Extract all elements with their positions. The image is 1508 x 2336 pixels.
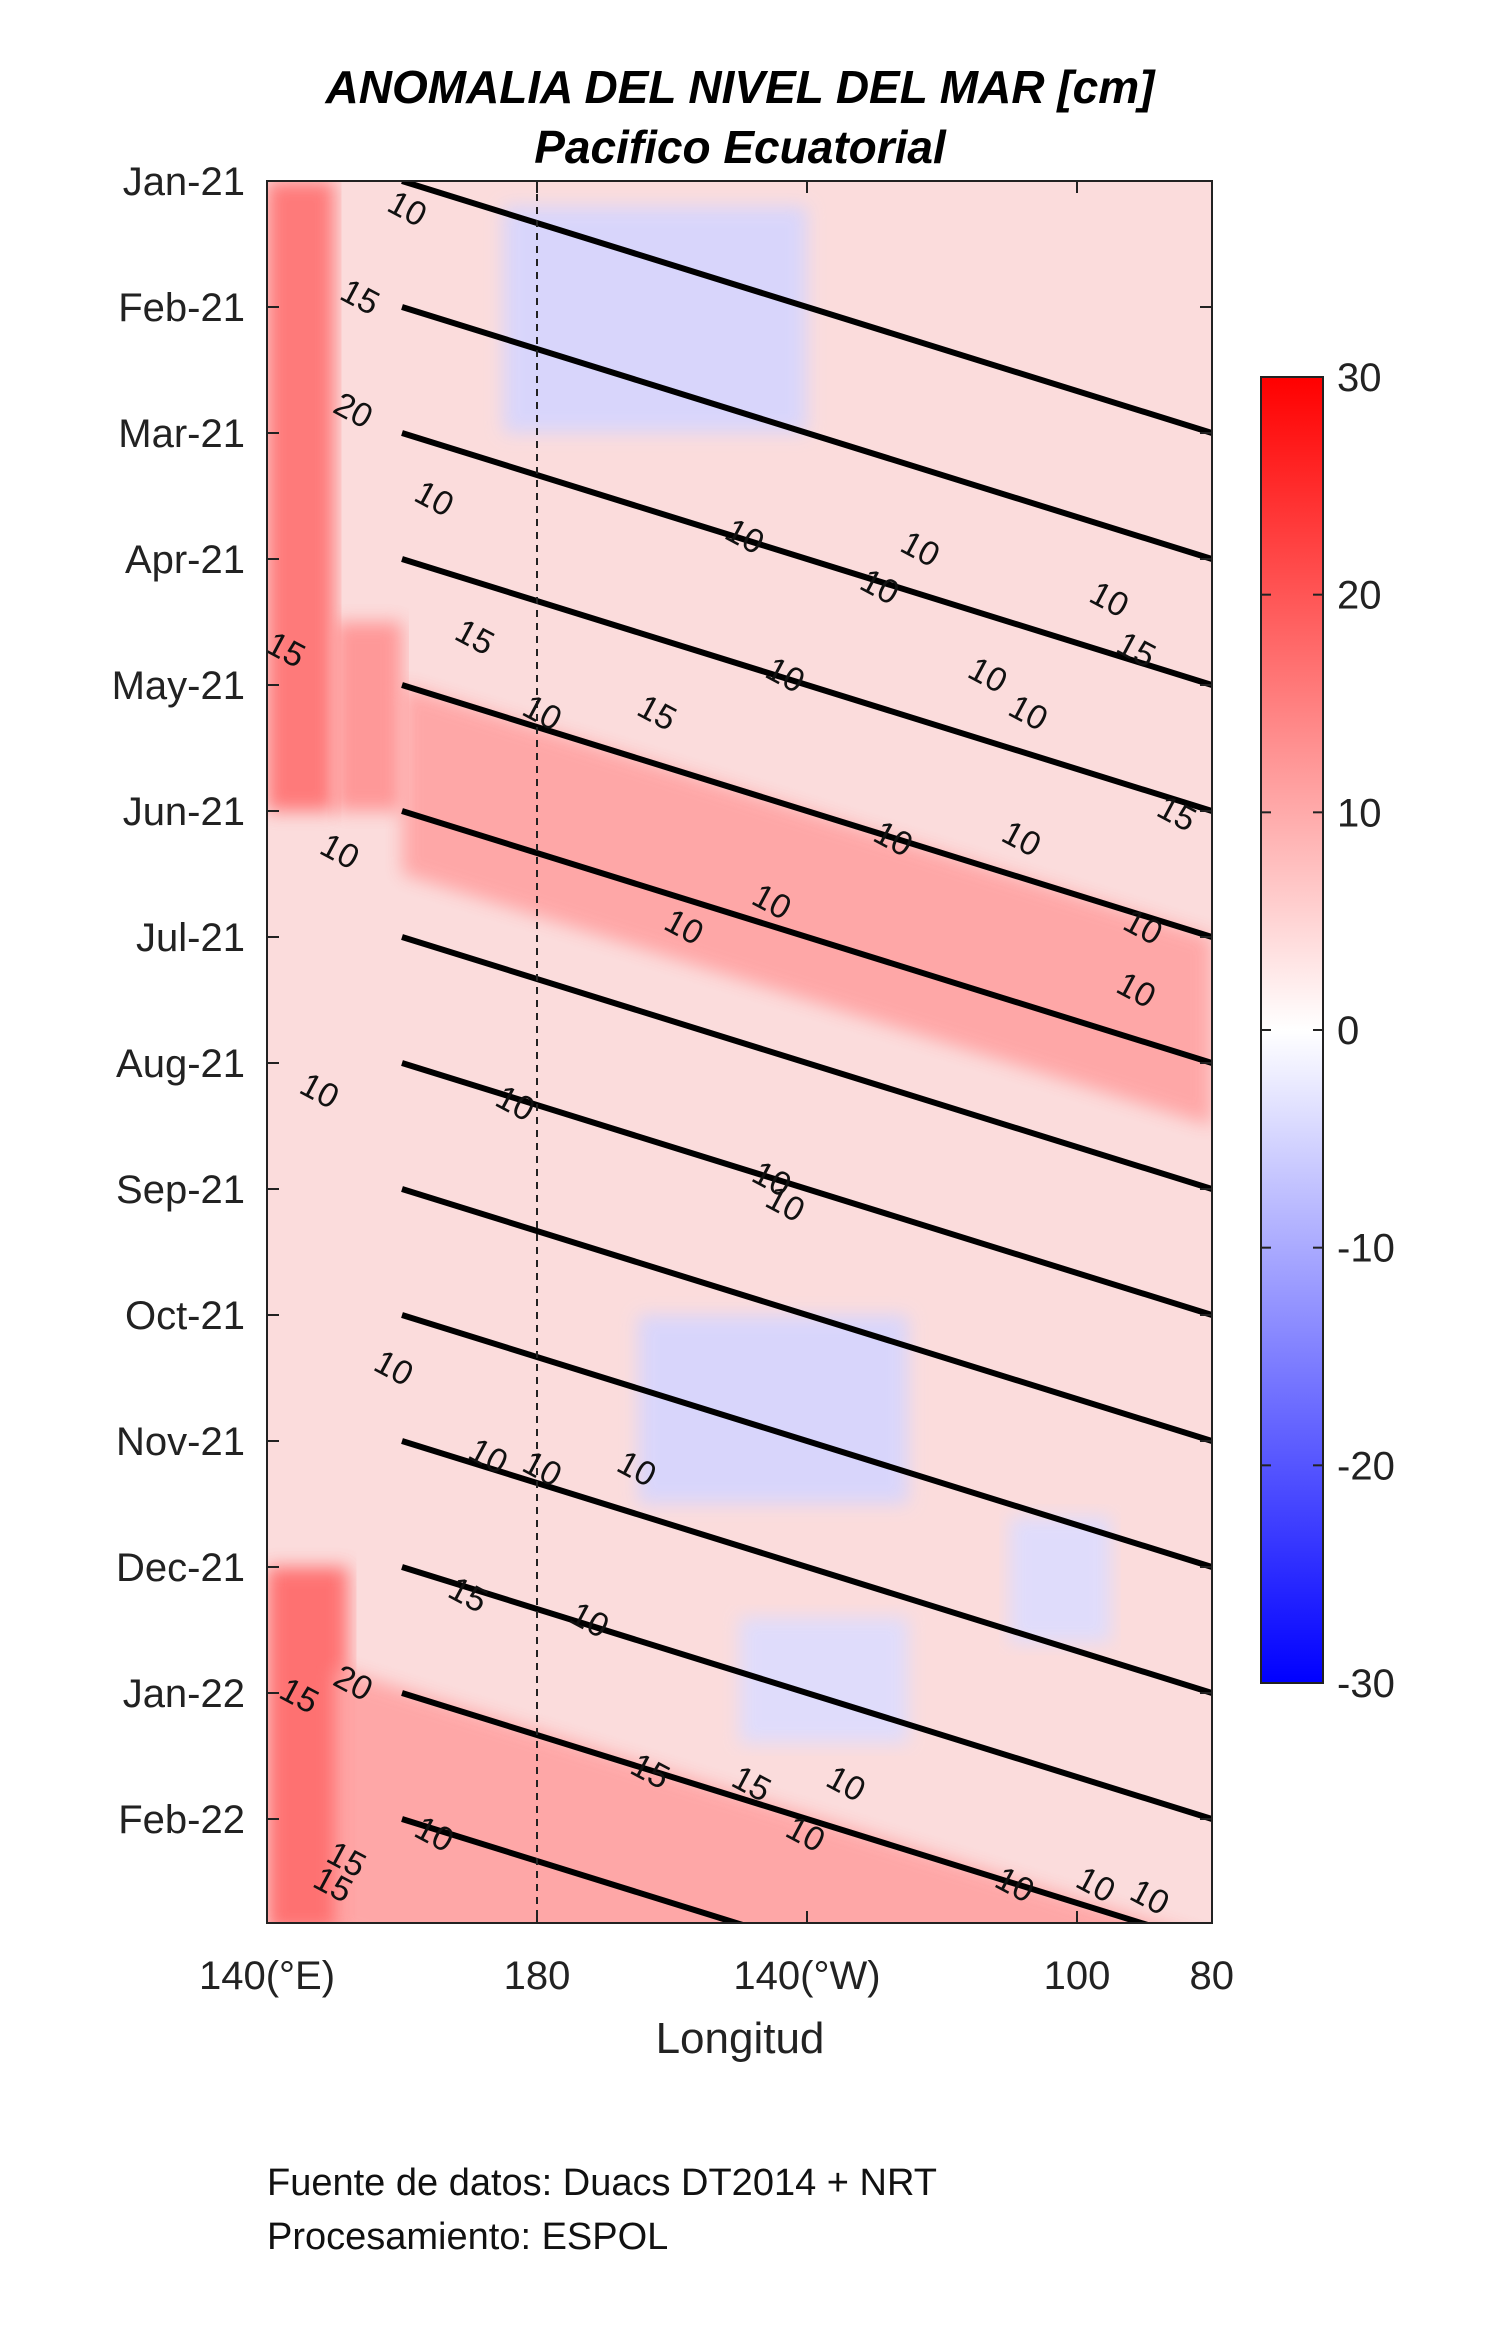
x-tick-label-2: 140(°W) [733,1954,880,1998]
colorbar-tick-label-1: 20 [1337,574,1382,618]
x-tick-label-1: 180 [504,1954,571,1998]
y-axis: Jan-21 Feb-21 Mar-21 Apr-21 May-21 Jun-21 Jul-… [112,160,1212,1842]
anomaly-band-3 [402,685,1212,1126]
x-axis: 140(°E) 180 140(°W) 100 80 [199,181,1234,1998]
kelvin-wave-line-1 [401,304,1212,562]
colorbar-tick-label-5: -20 [1337,1444,1395,1488]
kelvin-wave-line-5 [401,808,1212,1066]
chart-title: ANOMALIA DEL NIVEL DEL MAR [cm] [325,61,1157,113]
y-tick-label-3: Apr-21 [125,538,245,582]
x-tick-label-3: 100 [1044,1954,1111,1998]
anomaly-band-5 [638,1315,909,1504]
anomaly-band-1 [267,1567,348,1923]
colorbar-tick-label-4: -10 [1337,1227,1395,1271]
colorbar-tick-label-0: 30 [1337,356,1382,400]
x-tick-label-0: 140(°E) [199,1954,335,1998]
anomaly-band-7 [1009,1516,1111,1643]
x-axis-label: Longitud [656,2014,825,2063]
y-tick-label-9: Oct-21 [125,1294,245,1338]
colorbar-tick-label-3: 0 [1337,1009,1359,1053]
y-tick-label-13: Feb-22 [118,1798,245,1842]
y-tick-label-2: Mar-21 [118,412,245,456]
kelvin-wave-line-8 [401,1186,1212,1444]
processing-note: Procesamiento: ESPOL [267,2216,669,2258]
anomaly-band-0 [267,181,335,811]
y-tick-label-12: Jan-22 [123,1672,245,1716]
colorbar-tick-label-2: 10 [1337,791,1382,835]
colorbar-ticks: 30 20 10 0 -10 -20 -30 [1261,356,1395,1706]
y-tick-label-11: Dec-21 [116,1546,245,1590]
data-source-note: Fuente de datos: Duacs DT2014 + NRT [267,2162,937,2204]
y-tick-label-5: Jun-21 [123,790,245,834]
y-tick-label-7: Aug-21 [116,1042,245,1086]
chart-subtitle: Pacifico Ecuatorial [534,121,947,173]
y-tick-label-8: Sep-21 [116,1168,245,1212]
anomaly-band-4 [503,206,807,433]
y-tick-label-4: May-21 [112,664,245,708]
y-tick-label-0: Jan-21 [123,160,245,204]
y-tick-label-1: Feb-21 [118,286,245,330]
colorbar: 30 20 10 0 -10 -20 -30 [1260,356,1395,1706]
anomaly-band-2 [334,622,402,811]
plot-frame [266,180,1213,1924]
colorbar-tick-label-6: -30 [1337,1662,1395,1706]
x-tick-label-4: 80 [1190,1954,1235,1998]
y-tick-label-6: Jul-21 [136,916,245,960]
y-tick-label-10: Nov-21 [116,1420,245,1464]
kelvin-wave-line-2 [401,430,1212,688]
kelvin-wave-line-11 [401,1564,1212,1822]
colorbar-gradient [1260,376,1324,1684]
